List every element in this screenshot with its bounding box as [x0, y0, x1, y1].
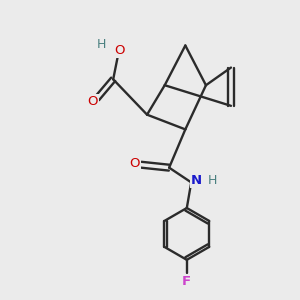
Text: H: H [208, 173, 217, 187]
Text: O: O [129, 157, 140, 170]
Text: O: O [87, 95, 98, 108]
Text: N: N [191, 174, 202, 188]
Text: H: H [97, 38, 106, 50]
Text: O: O [114, 44, 124, 57]
Text: F: F [182, 275, 191, 288]
